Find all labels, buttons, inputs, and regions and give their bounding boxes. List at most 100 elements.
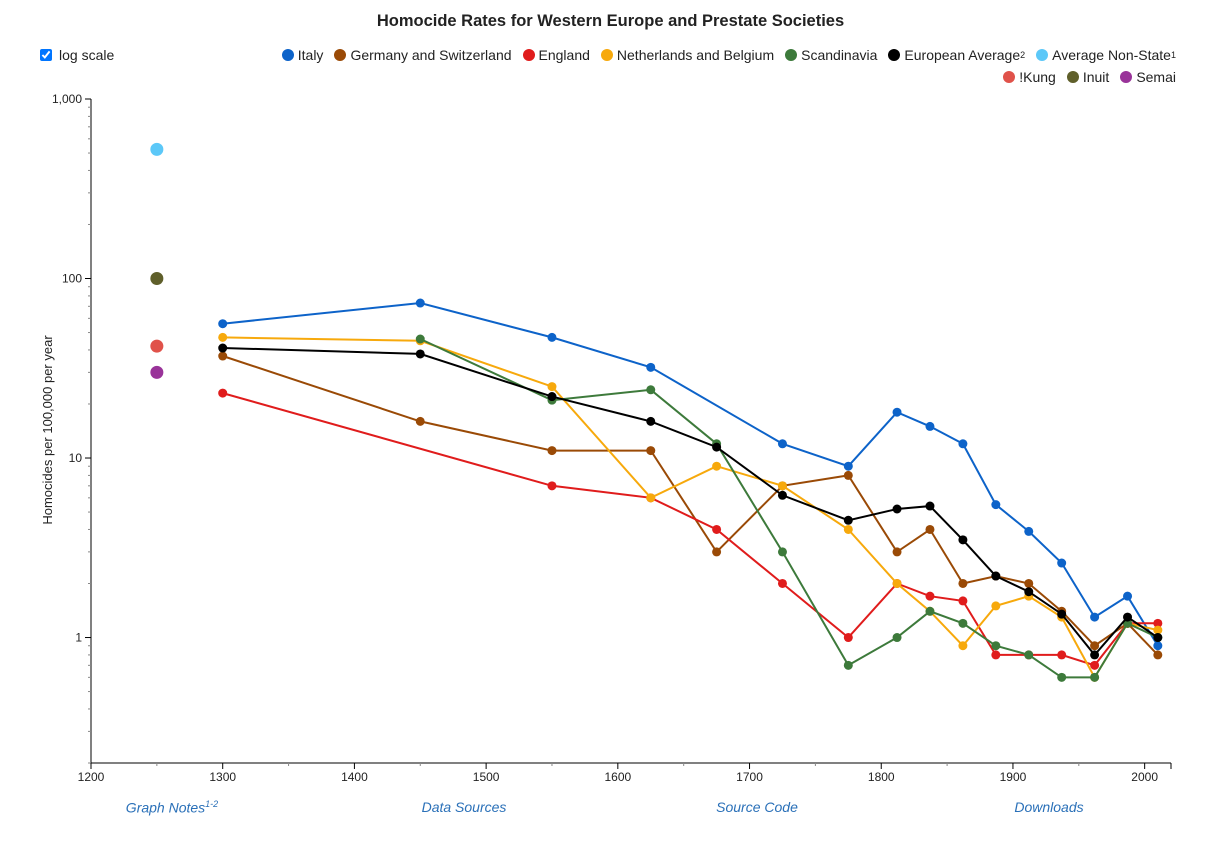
legend-swatch xyxy=(1036,49,1049,61)
data-point-italy xyxy=(925,421,935,431)
legend-item-european-average[interactable]: European Average 2 xyxy=(888,47,1025,63)
data-point-germany-and-switzerland xyxy=(547,446,557,456)
legend-label: !Kung xyxy=(1019,69,1056,85)
series-line-england xyxy=(222,392,1158,667)
data-point-italy xyxy=(991,500,1001,510)
downloads-link[interactable]: Downloads xyxy=(1014,799,1084,815)
legend-item-inuit[interactable]: Inuit xyxy=(1066,69,1109,85)
log-scale-checkbox[interactable] xyxy=(40,49,52,61)
data-point-netherlands-and-belgium xyxy=(958,641,968,651)
data-point-scandinavia xyxy=(843,660,853,670)
data-point-italy xyxy=(218,319,228,329)
data-point-netherlands-and-belgium xyxy=(777,481,787,491)
graph-notes-link[interactable]: Graph Notes1-2 xyxy=(126,799,218,816)
data-point-england xyxy=(843,633,853,643)
legend-item-semai[interactable]: Semai xyxy=(1120,69,1176,85)
data-point-average-non-state xyxy=(150,142,164,156)
data-point-scandinavia xyxy=(991,641,1001,651)
data-point-scandinavia xyxy=(892,633,902,643)
legend-item-scandinavia[interactable]: Scandinavia xyxy=(785,47,877,63)
data-point-netherlands-and-belgium xyxy=(843,524,853,534)
legend-item-italy[interactable]: Italy xyxy=(281,47,324,63)
legend-label: England xyxy=(538,47,590,63)
legend-label: Germany and Switzerland xyxy=(350,47,512,63)
data-point-netherlands-and-belgium xyxy=(1153,625,1163,635)
data-point-italy xyxy=(1057,558,1067,568)
data-point-italy xyxy=(646,362,656,372)
data-point-germany-and-switzerland xyxy=(925,524,935,534)
data-point-italy xyxy=(892,407,902,417)
data-point-germany-and-switzerland xyxy=(712,547,722,557)
data-point-netherlands-and-belgium xyxy=(646,493,656,503)
legend-item-germany-and-switzerland[interactable]: Germany and Switzerland xyxy=(334,47,512,63)
data-sources-link[interactable]: Data Sources xyxy=(421,799,507,815)
data-point-germany-and-switzerland xyxy=(1090,641,1100,651)
data-point-italy xyxy=(958,439,968,449)
legend-item-netherlands-and-belgium[interactable]: Netherlands and Belgium xyxy=(600,47,775,63)
log-scale-label: log scale xyxy=(59,47,115,63)
legend-label: European Average xyxy=(904,47,1021,63)
x-tick-label: 1700 xyxy=(736,770,763,784)
series-line-netherlands-and-belgium xyxy=(222,336,1159,680)
data-point-germany-and-switzerland xyxy=(415,416,425,426)
legend-swatch xyxy=(522,49,535,61)
data-point-scandinavia xyxy=(958,618,968,628)
data-point-england xyxy=(218,388,228,398)
legend-row-1: Italy Germany and Switzerland England Nethe… xyxy=(271,47,1176,63)
legend-label: Netherlands and Belgium xyxy=(616,47,775,63)
data-point-germany-and-switzerland xyxy=(958,578,968,588)
data-point-italy xyxy=(1153,641,1163,651)
data-point-european-average xyxy=(218,343,228,353)
data-point-european-average xyxy=(843,515,853,525)
data-point-scandinavia xyxy=(925,606,935,616)
x-tick-label: 2000 xyxy=(1131,770,1158,784)
data-point-england xyxy=(1057,650,1067,660)
data-point-italy xyxy=(415,298,425,308)
data-point-european-average xyxy=(892,504,902,514)
data-point-italy xyxy=(1024,526,1034,536)
legend-swatch xyxy=(281,49,294,61)
data-point-germany-and-switzerland xyxy=(646,446,656,456)
data-point-european-average xyxy=(1090,650,1100,660)
legend-swatch xyxy=(334,49,347,61)
data-point-italy xyxy=(1090,612,1100,622)
data-point-european-average xyxy=(777,490,787,500)
data-point-england xyxy=(712,524,722,534)
legend-item-average-non-state[interactable]: Average Non-State 1 xyxy=(1036,47,1176,63)
data-point-scandinavia xyxy=(777,547,787,557)
legend-label: Average Non-State xyxy=(1052,47,1171,63)
source-code-link[interactable]: Source Code xyxy=(716,799,798,815)
data-point-germany-and-switzerland xyxy=(218,351,228,361)
data-point-netherlands-and-belgium xyxy=(547,382,557,392)
data-point-european-average xyxy=(415,349,425,359)
y-axis-label: Homocides per 100,000 per year xyxy=(40,335,55,525)
data-point-european-average xyxy=(1057,609,1067,619)
y-tick-label: 10 xyxy=(69,451,83,465)
chart-title: Homocide Rates for Western Europe and Pr… xyxy=(376,12,845,30)
data-point-european-average xyxy=(646,416,656,426)
data-point-netherlands-and-belgium xyxy=(892,578,902,588)
data-point-semai xyxy=(150,365,164,379)
x-tick-label: 1500 xyxy=(473,770,500,784)
data-point-european-average xyxy=(712,442,722,452)
data-point-scandinavia xyxy=(1057,672,1067,682)
data-point-scandinavia xyxy=(1024,650,1034,660)
log-scale-toggle[interactable]: log scale xyxy=(40,47,114,63)
legend-label: Scandinavia xyxy=(801,47,878,63)
x-tick-label: 1200 xyxy=(78,770,105,784)
data-point-england xyxy=(547,481,557,491)
data-point-england xyxy=(958,596,968,606)
legend-item-england[interactable]: England xyxy=(522,47,590,63)
data-point-european-average xyxy=(1123,612,1133,622)
data-point-germany-and-switzerland xyxy=(1153,650,1163,660)
legend-label: Italy xyxy=(297,47,324,63)
legend-item-kung[interactable]: !Kung xyxy=(1003,69,1056,85)
y-tick-label: 1 xyxy=(75,631,82,645)
data-point-scandinavia xyxy=(646,385,656,395)
legend-swatch xyxy=(785,49,798,61)
data-point-european-average xyxy=(1153,633,1163,643)
series-line-european-average xyxy=(222,347,1159,657)
legend-swatch xyxy=(1003,71,1016,83)
series-line-italy xyxy=(222,301,1159,647)
data-point-england xyxy=(991,650,1001,660)
